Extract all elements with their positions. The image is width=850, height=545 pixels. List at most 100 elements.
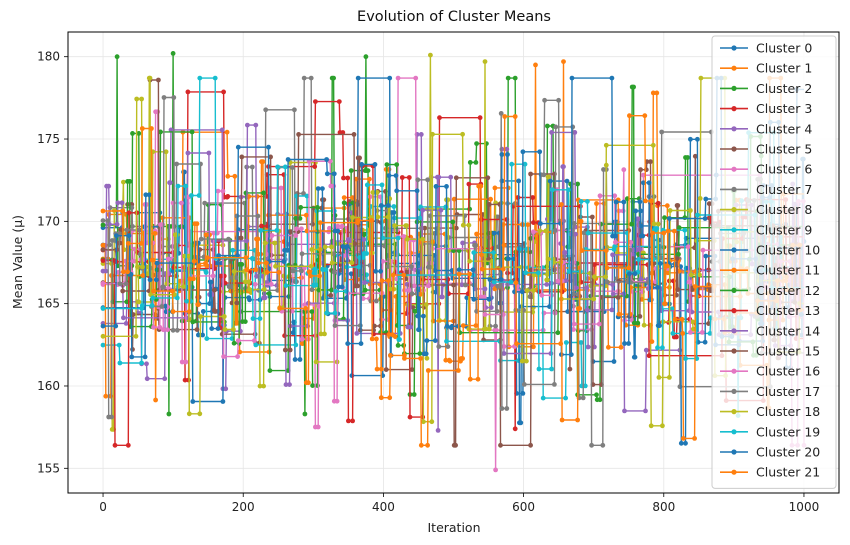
data-point <box>310 383 315 388</box>
data-point <box>661 230 667 236</box>
data-point <box>147 75 153 81</box>
legend-item: Cluster 19 <box>720 424 820 439</box>
data-point <box>501 351 507 356</box>
data-point <box>655 200 661 206</box>
data-point <box>292 107 297 113</box>
legend-swatch-marker <box>731 207 737 213</box>
data-point <box>357 323 363 328</box>
data-point <box>371 323 377 329</box>
series-lines <box>100 51 807 473</box>
legend-swatch-marker <box>731 85 737 91</box>
legend-label: Cluster 8 <box>756 202 812 217</box>
data-point <box>427 264 433 270</box>
data-point <box>261 383 266 389</box>
data-point <box>531 229 536 235</box>
data-point <box>456 271 462 277</box>
y-tick-label: 160 <box>37 379 60 393</box>
data-point <box>379 278 385 283</box>
data-point <box>349 260 355 266</box>
data-point <box>324 310 329 316</box>
data-point <box>369 336 375 342</box>
legend-label: Cluster 5 <box>756 142 812 157</box>
data-point <box>703 196 709 202</box>
data-point <box>453 175 459 181</box>
data-point <box>158 129 163 135</box>
data-point <box>505 75 511 81</box>
data-point <box>168 127 174 133</box>
data-point <box>309 287 315 293</box>
data-point <box>675 287 681 292</box>
data-point <box>370 190 376 195</box>
data-point <box>351 132 357 137</box>
y-tick-label: 180 <box>37 50 60 64</box>
data-point <box>100 342 106 348</box>
data-point <box>125 442 131 448</box>
data-point <box>604 279 610 285</box>
data-point <box>363 54 369 60</box>
data-point <box>114 54 120 60</box>
data-point <box>103 393 109 399</box>
x-tick-label: 0 <box>99 500 107 514</box>
data-point <box>539 292 545 298</box>
data-point <box>126 233 132 239</box>
data-point <box>638 167 643 173</box>
data-point <box>505 256 511 262</box>
data-point <box>250 316 256 321</box>
data-point <box>137 227 142 233</box>
data-point <box>125 269 130 275</box>
data-point <box>491 250 496 256</box>
data-point <box>269 233 275 238</box>
data-point <box>690 319 695 325</box>
data-point <box>220 399 226 404</box>
data-point <box>429 419 435 425</box>
data-point <box>161 95 167 100</box>
data-point <box>549 187 555 193</box>
data-point <box>151 324 156 330</box>
data-point <box>117 360 123 366</box>
data-point <box>380 259 386 264</box>
data-point <box>329 287 334 293</box>
data-point <box>425 442 430 448</box>
data-point <box>486 256 491 262</box>
data-point <box>451 282 456 288</box>
x-tick-label: 600 <box>512 500 535 514</box>
data-point <box>436 344 442 349</box>
data-point <box>471 296 477 302</box>
data-point <box>277 306 283 311</box>
data-point <box>234 213 240 219</box>
data-point <box>460 356 465 361</box>
data-point <box>323 267 329 273</box>
data-point <box>287 382 292 387</box>
legend-label: Cluster 6 <box>756 162 812 177</box>
data-point <box>493 327 499 333</box>
data-point <box>348 271 354 277</box>
data-point <box>230 247 236 253</box>
legend-item: Cluster 11 <box>720 263 820 278</box>
data-point <box>186 309 192 314</box>
data-point <box>443 357 449 363</box>
legend-item: Cluster 18 <box>720 404 820 419</box>
data-point <box>259 223 264 229</box>
data-point <box>628 239 634 245</box>
data-point <box>613 199 619 205</box>
data-point <box>520 391 526 396</box>
data-point <box>100 258 106 263</box>
data-point <box>406 175 412 180</box>
data-point <box>543 228 549 234</box>
x-axis-label: Iteration <box>427 520 480 535</box>
data-point <box>585 307 590 313</box>
data-point <box>642 113 648 119</box>
data-point <box>515 195 521 200</box>
data-point <box>671 228 677 234</box>
data-point <box>578 199 584 204</box>
data-point <box>651 221 657 227</box>
data-point <box>397 337 402 342</box>
data-point <box>197 75 203 81</box>
data-point <box>267 368 273 373</box>
legend-swatch-marker <box>731 126 737 132</box>
data-point <box>655 285 660 290</box>
legend-swatch-marker <box>731 146 737 152</box>
data-point <box>571 291 576 297</box>
data-point <box>367 176 372 182</box>
data-point <box>264 269 270 275</box>
